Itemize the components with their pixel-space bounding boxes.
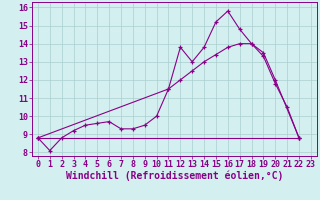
X-axis label: Windchill (Refroidissement éolien,°C): Windchill (Refroidissement éolien,°C): [66, 171, 283, 181]
